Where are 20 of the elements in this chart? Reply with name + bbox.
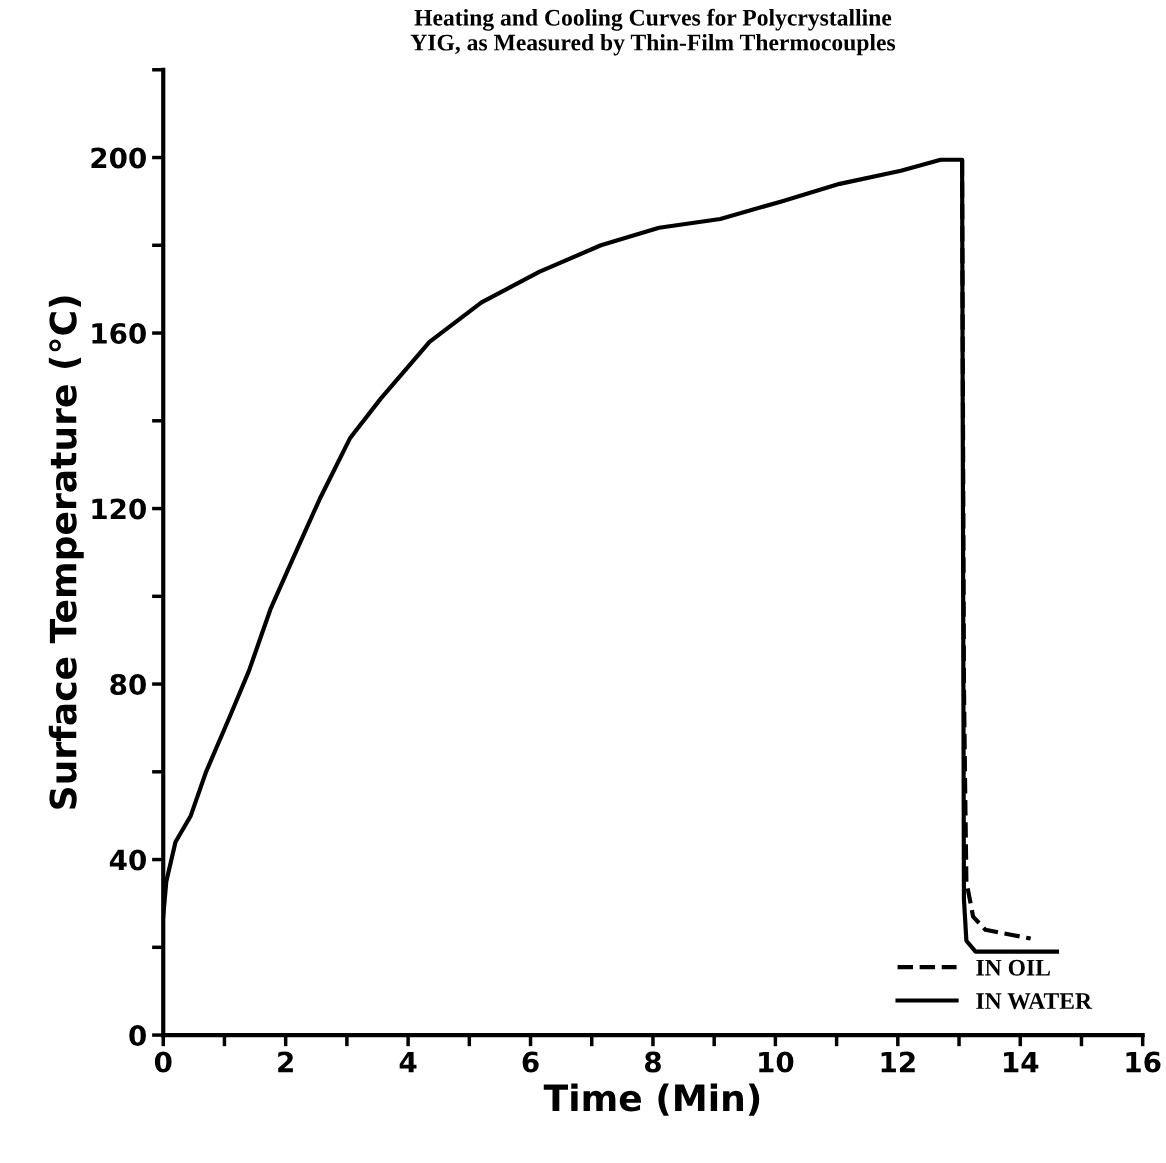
x-tick-label: 0	[154, 1051, 172, 1073]
y-tick-label: 120	[92, 498, 146, 520]
y-axis-title: Surface Temperature (°C)	[48, 296, 84, 809]
x-tick-label: 4	[399, 1051, 417, 1073]
x-tick-label: 2	[278, 1051, 293, 1073]
y-tick-label: 160	[92, 322, 146, 344]
chart-title: Heating and Cooling Curves for Polycrystalline YIG, as Measured by Thin-Film Thermocouples	[410, 8, 896, 56]
x-tick-label: 14	[1004, 1051, 1039, 1073]
y-tick-label: 40	[109, 849, 146, 871]
y-tick-label: 80	[110, 673, 146, 695]
y-tick-label: 0	[129, 1025, 146, 1047]
legend-label: IN OIL	[976, 959, 1050, 976]
x-tick-label: 10	[759, 1051, 794, 1073]
x-tick-label: 6	[522, 1051, 539, 1073]
x-tick-label: 16	[1126, 1051, 1161, 1073]
x-tick-label: 8	[644, 1051, 661, 1073]
y-tick-label: 200	[91, 147, 146, 169]
legend-label: IN WATER	[976, 993, 1093, 1010]
x-axis-title: Time (Min)	[543, 1083, 760, 1116]
x-tick-label: 12	[881, 1051, 915, 1073]
